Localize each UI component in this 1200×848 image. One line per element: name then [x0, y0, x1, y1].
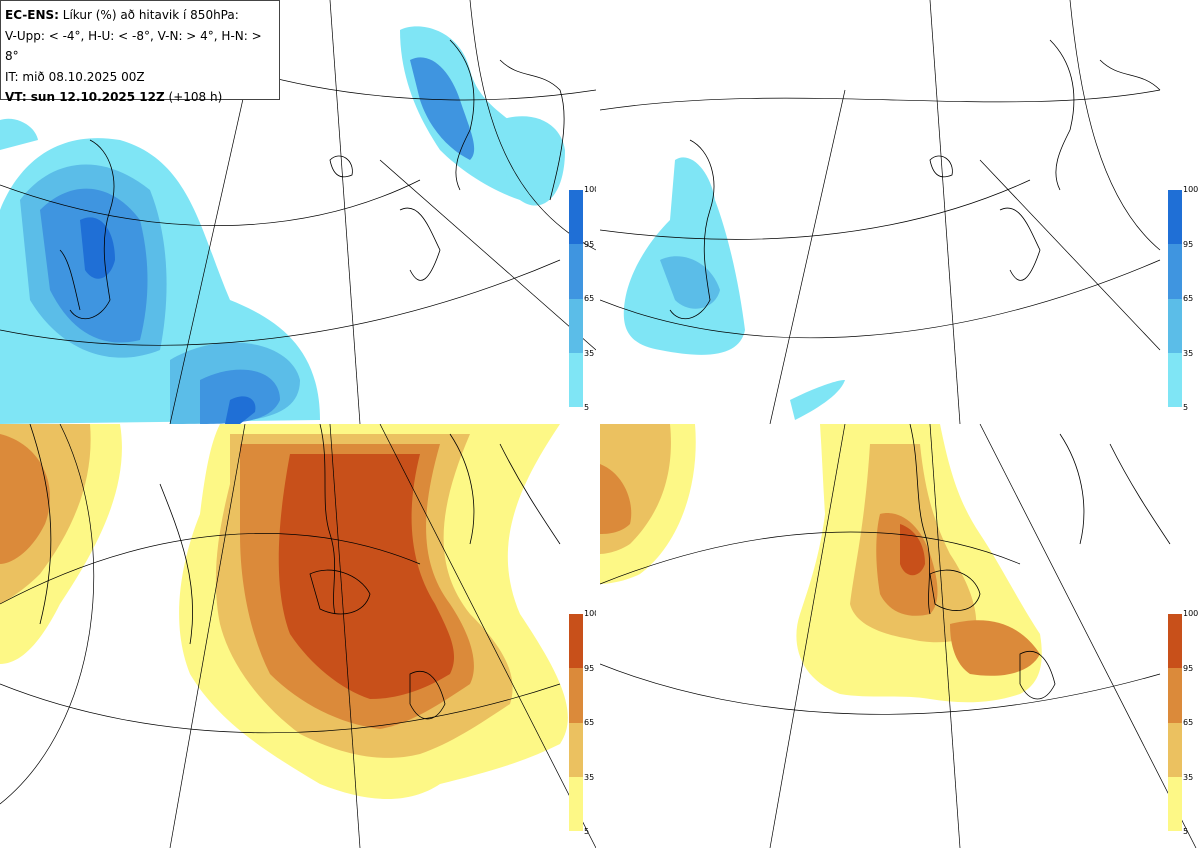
lead-time: (+108 h): [168, 90, 223, 104]
valid-time: VT: sun 12.10.2025 12Z: [5, 90, 165, 104]
colorbar-tick-100: 100: [1183, 609, 1199, 618]
panel-cold-anomaly-4: 100 95 65 35 5 EC-ENS: Líkur (%) að hita…: [0, 0, 596, 424]
colorbar-tick-65: 65: [584, 718, 595, 727]
colorbar-tick-100: 100: [1183, 185, 1199, 194]
colorbar-tick-35: 35: [584, 773, 595, 782]
initial-time: IT: mið 08.10.2025 00Z: [5, 69, 145, 84]
colorbar-warm-lr: [1168, 614, 1182, 831]
colorbar-cold-ul: [569, 190, 583, 407]
panel-cold-anomaly-8: 100 95 65 35 5: [600, 0, 1200, 424]
probability-fill: [0, 424, 568, 799]
graticule-lines: [0, 424, 596, 848]
coastlines: [909, 424, 1171, 700]
map-cold-4: [0, 0, 596, 424]
variable-title: Líkur (%) að hitavik í 850hPa:: [62, 8, 239, 22]
graticule-lines: [600, 424, 1197, 848]
colorbar-tick-65: 65: [1183, 718, 1194, 727]
panel-warm-anomaly-8: 100 95 65 35 5: [600, 424, 1200, 848]
valid-time-line: VT: sun 12.10.2025 12Z (+108 h): [5, 87, 275, 108]
map-cold-8: [600, 0, 1182, 424]
coastlines: [29, 424, 561, 720]
colorbar-tick-65: 65: [1183, 294, 1194, 303]
info-title-line: EC-ENS: Líkur (%) að hitavik í 850hPa:: [5, 5, 275, 26]
colorbar-tick-95: 95: [584, 664, 595, 673]
panel-legend-line: V-Upp: < -4°, H-U: < -8°, V-N: > 4°, H-N…: [5, 28, 262, 64]
probability-fill: [600, 424, 1042, 703]
colorbar-warm-ll: [569, 614, 583, 831]
colorbar-tick-100: 100: [584, 185, 596, 194]
info-box: EC-ENS: Líkur (%) að hitavik í 850hPa: V…: [0, 0, 280, 104]
colorbar-tick-5: 5: [584, 403, 590, 412]
model-name: EC-ENS:: [5, 8, 59, 22]
colorbar-cold-ur: [1168, 190, 1182, 407]
panel-warm-anomaly-4: 100 95 65 35 5: [0, 424, 596, 848]
colorbar-tick-35: 35: [584, 349, 595, 358]
probability-fill: [623, 157, 845, 420]
colorbar-tick-35: 35: [1183, 773, 1194, 782]
colorbar-tick-5: 5: [1183, 827, 1189, 836]
colorbar-tick-5: 5: [584, 827, 590, 836]
colorbar-tick-65: 65: [584, 294, 595, 303]
colorbar-tick-95: 95: [584, 240, 595, 249]
map-warm-4: [0, 424, 596, 848]
panel-divider: [596, 0, 600, 848]
colorbar-tick-5: 5: [1183, 403, 1189, 412]
colorbar-tick-95: 95: [1183, 240, 1194, 249]
colorbar-tick-100: 100: [584, 609, 596, 618]
colorbar-tick-95: 95: [1183, 664, 1194, 673]
graticule-lines: [600, 0, 1161, 424]
colorbar-tick-35: 35: [1183, 349, 1194, 358]
coastlines: [669, 39, 1161, 320]
map-warm-8: [600, 424, 1197, 848]
coastlines: [59, 39, 565, 320]
